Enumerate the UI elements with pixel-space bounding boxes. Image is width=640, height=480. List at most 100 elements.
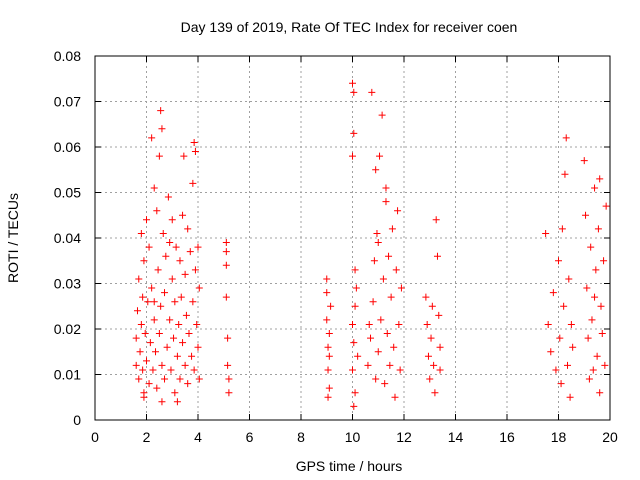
data-point: [140, 257, 148, 265]
data-point: [150, 298, 158, 306]
data-point: [139, 366, 147, 374]
data-point: [436, 366, 444, 374]
data-point: [157, 302, 165, 310]
data-point: [424, 352, 432, 360]
y-tick-label: 0.04: [54, 230, 81, 246]
data-point: [597, 302, 605, 310]
data-point: [157, 107, 165, 115]
x-tick-label: 10: [345, 429, 361, 445]
data-point: [585, 375, 593, 383]
data-point: [397, 284, 405, 292]
data-point: [370, 257, 378, 265]
data-point: [158, 125, 166, 133]
data-point: [591, 293, 599, 301]
data-point: [171, 389, 179, 397]
data-point: [379, 275, 387, 283]
data-point: [549, 289, 557, 297]
data-point: [392, 266, 400, 274]
data-point: [596, 175, 604, 183]
data-point: [179, 339, 187, 347]
data-point: [224, 361, 232, 369]
data-point: [145, 380, 153, 388]
data-point: [381, 380, 389, 388]
data-point: [140, 393, 148, 401]
data-point: [164, 193, 172, 201]
data-point: [368, 88, 376, 96]
data-point: [593, 352, 601, 360]
data-point: [189, 298, 197, 306]
chart-title: Day 139 of 2019, Rate Of TEC Index for r…: [181, 19, 518, 35]
data-point: [195, 375, 203, 383]
data-point: [583, 284, 591, 292]
data-point: [139, 293, 147, 301]
data-point: [351, 266, 359, 274]
data-point: [149, 366, 157, 374]
data-point: [349, 152, 356, 160]
y-tick-label: 0.07: [54, 94, 81, 110]
data-point: [176, 257, 184, 265]
data-point: [162, 252, 170, 260]
data-point: [396, 366, 404, 374]
data-point: [372, 375, 380, 383]
data-point: [388, 225, 396, 233]
data-point: [158, 398, 166, 406]
data-point: [163, 343, 171, 351]
data-point: [547, 348, 555, 356]
data-point: [426, 375, 434, 383]
data-point: [132, 334, 140, 342]
data-point: [602, 202, 610, 210]
data-point: [391, 393, 399, 401]
data-point: [569, 343, 577, 351]
data-point: [161, 375, 169, 383]
data-point: [137, 320, 145, 328]
data-point: [423, 320, 431, 328]
data-point: [324, 343, 332, 351]
data-point: [153, 207, 161, 215]
data-point: [376, 152, 384, 160]
data-point: [350, 339, 358, 347]
data-point: [136, 348, 144, 356]
data-point: [189, 179, 197, 187]
data-point: [594, 225, 602, 233]
data-point: [428, 302, 436, 310]
data-point: [143, 357, 150, 365]
data-point: [175, 320, 183, 328]
y-tick-label: 0.03: [54, 276, 81, 292]
tick-labels: 0 2 4 6 8 10 12 14 16 18 20 0 0.01 0.02 0.03 0.04 0.05 0.…: [54, 48, 618, 445]
axis-ticks: [94, 55, 611, 421]
data-point: [135, 275, 143, 283]
data-point: [374, 348, 382, 356]
data-point: [182, 311, 190, 319]
grid: [95, 56, 610, 420]
data-point: [589, 366, 597, 374]
data-point: [325, 352, 333, 360]
data-point: [596, 389, 604, 397]
data-point: [395, 320, 403, 328]
data-point: [325, 330, 333, 338]
data-point: [145, 243, 153, 251]
data-point: [144, 298, 152, 306]
data-point: [222, 239, 230, 247]
data-point: [188, 352, 196, 360]
data-point: [191, 266, 199, 274]
data-point: [150, 316, 158, 324]
data-point: [394, 207, 402, 215]
data-point: [158, 361, 166, 369]
data-point: [565, 275, 573, 283]
y-tick-label: 0.02: [54, 321, 81, 337]
data-point: [385, 252, 393, 260]
x-tick-label: 16: [499, 429, 515, 445]
data-point: [567, 320, 575, 328]
data-point: [181, 361, 189, 369]
data-point: [143, 216, 150, 224]
data-point: [325, 384, 333, 392]
data-point: [148, 134, 156, 142]
data-point: [141, 330, 149, 338]
x-tick-label: 18: [551, 429, 567, 445]
y-tick-label: 0.06: [54, 139, 81, 155]
data-point: [195, 284, 203, 292]
x-tick-label: 8: [297, 429, 305, 445]
data-point: [598, 330, 606, 338]
data-point: [592, 266, 600, 274]
